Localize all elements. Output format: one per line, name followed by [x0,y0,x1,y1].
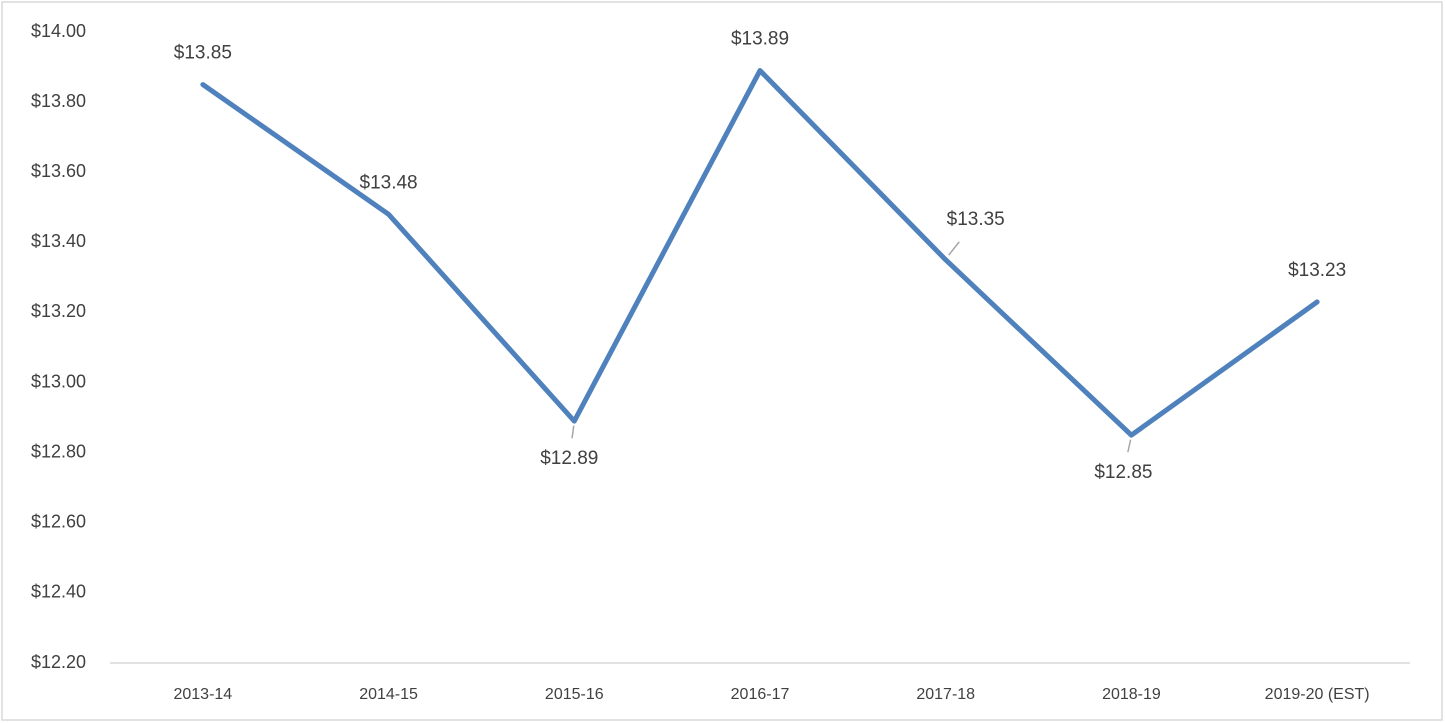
line [200,68,1320,438]
y-tick-label: $13.40 [31,231,86,251]
leader-line [1127,439,1132,453]
y-tick-label: $13.60 [31,161,86,181]
data-label: $13.35 [947,209,1005,230]
y-tick-label: $12.60 [31,512,86,532]
x-tick-label: 2018-19 [1102,686,1161,703]
y-tick-label: $14.00 [31,21,86,41]
y-tick-label: $13.80 [31,91,86,111]
leader-line [571,425,575,439]
y-tick-label: $13.20 [31,301,86,321]
data-label: $13.85 [174,43,232,64]
y-tick-label: $12.20 [31,652,86,672]
leader-line [948,241,960,256]
data-label: $12.89 [540,448,598,469]
data-label: $13.89 [731,29,789,50]
x-tick-label: 2013-14 [173,686,232,703]
y-tick-label: $12.80 [31,441,86,461]
data-label: $13.23 [1288,260,1346,281]
x-tick-label: 2019-20 (EST) [1265,686,1370,703]
x-tick-label: 2014-15 [359,686,418,703]
x-tick-label: 2016-17 [731,686,790,703]
data-label: $12.85 [1094,462,1152,483]
x-tick-label: 2017-18 [916,686,975,703]
y-tick-label: $12.40 [31,582,86,602]
data-label: $13.48 [360,172,418,193]
y-tick-label: $13.00 [31,371,86,391]
x-tick-label: 2015-16 [545,686,604,703]
